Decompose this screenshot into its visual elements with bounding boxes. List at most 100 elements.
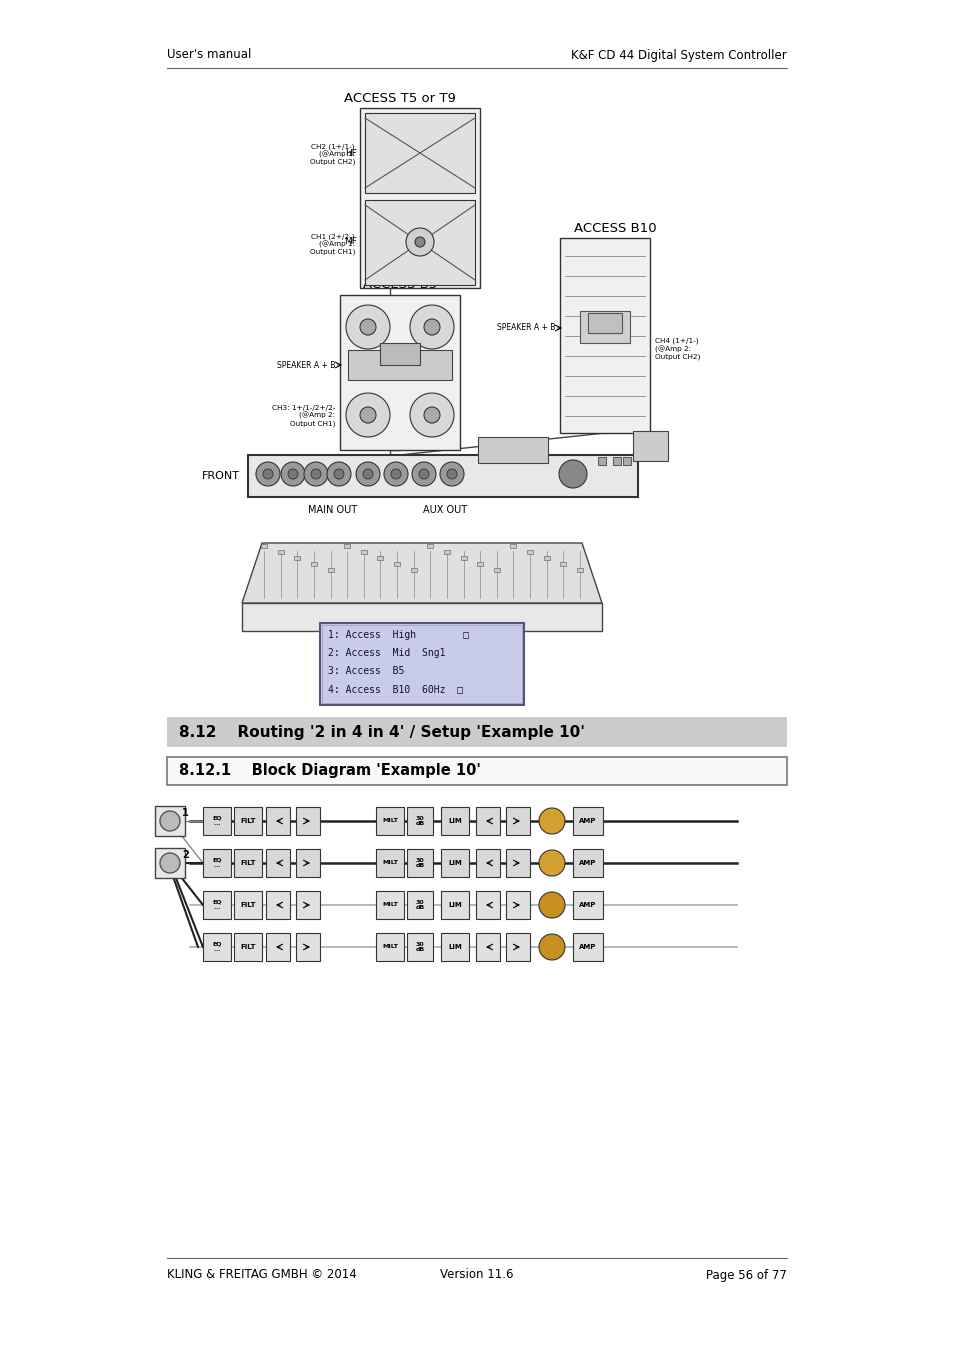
Bar [505,891,530,919]
Text: FILT: FILT [240,818,255,824]
Bar [587,313,621,333]
Bar [154,806,185,836]
Text: CH3: 1+/1-/2+/2-
(@Amp 2:
Output CH1): CH3: 1+/1-/2+/2- (@Amp 2: Output CH1) [272,405,335,427]
Bar [233,933,262,961]
Circle shape [423,406,439,423]
Text: ACCESS T5 or T9: ACCESS T5 or T9 [344,92,456,104]
Bar [360,549,366,553]
Text: 2: Access  Mid  Sng1: 2: Access Mid Sng1 [328,648,445,657]
Bar [242,603,601,630]
Text: LIM: LIM [448,818,461,824]
Bar [375,933,403,961]
Text: 3: Access  B5: 3: Access B5 [328,666,404,676]
Bar [579,310,629,343]
Text: 8.12.1    Block Diagram 'Example 10': 8.12.1 Block Diagram 'Example 10' [179,764,480,779]
Text: CH2 (1+/1-)
(@Amp 1:
Output CH2): CH2 (1+/1-) (@Amp 1: Output CH2) [310,143,355,166]
Text: EQ
…: EQ … [212,815,221,826]
Text: 4: Access  B10  60Hz  □: 4: Access B10 60Hz □ [328,684,462,694]
Bar [322,625,521,703]
Text: CH1 (2+/2-)
(@Amp 1:
Output CH1): CH1 (2+/2-) (@Amp 1: Output CH1) [310,234,355,255]
Circle shape [412,462,436,486]
Bar [440,849,469,878]
Text: SPEAKER A + B: SPEAKER A + B [497,324,555,332]
Bar [440,891,469,919]
Text: 1: 1 [182,809,189,818]
Circle shape [415,238,424,247]
Bar [505,807,530,836]
Circle shape [346,305,390,350]
Circle shape [263,468,273,479]
Bar [379,343,419,364]
Bar [577,568,582,572]
Circle shape [558,460,586,487]
Bar [248,455,638,497]
Text: 30
dB: 30 dB [415,857,424,868]
Bar [440,933,469,961]
Text: LIM: LIM [448,944,461,950]
Bar [233,807,262,836]
Polygon shape [242,543,601,603]
Bar [233,891,262,919]
Bar [295,933,319,961]
Text: AMP: AMP [578,818,596,824]
Text: HF: HF [345,148,356,158]
Bar [573,933,602,961]
Bar [375,891,403,919]
Bar [476,891,499,919]
Bar [266,933,290,961]
Bar [377,556,383,560]
Bar [527,549,533,553]
Bar [443,549,450,553]
Bar [266,807,290,836]
Bar [476,562,483,566]
Bar [613,458,620,464]
Text: 2: 2 [182,850,189,860]
Bar [295,807,319,836]
Circle shape [410,305,454,350]
Bar [633,431,667,460]
Bar [410,568,416,572]
Text: ACCESS B10: ACCESS B10 [573,221,656,235]
Bar [460,556,466,560]
Circle shape [391,468,400,479]
Circle shape [538,850,564,876]
Bar [203,849,231,878]
Circle shape [327,462,351,486]
Bar [167,717,786,747]
Text: MILT: MILT [381,818,397,824]
Circle shape [363,468,373,479]
Text: FILT: FILT [240,944,255,950]
Text: LIM: LIM [448,860,461,865]
Bar [407,933,433,961]
Text: EQ
…: EQ … [212,941,221,952]
Text: FILT: FILT [240,902,255,909]
Text: ACCESS B5: ACCESS B5 [362,278,436,292]
Text: AUX OUT: AUX OUT [422,505,467,514]
Bar [407,891,433,919]
Circle shape [281,462,305,486]
Bar [375,807,403,836]
Circle shape [334,468,344,479]
Bar [476,849,499,878]
Bar [407,849,433,878]
Circle shape [359,406,375,423]
Bar [365,113,475,193]
Text: K&F CD 44 Digital System Controller: K&F CD 44 Digital System Controller [571,49,786,62]
Bar [203,933,231,961]
Circle shape [160,811,180,832]
Bar [261,544,267,548]
Text: EQ
…: EQ … [212,857,221,868]
Bar [359,108,479,288]
Text: MILT: MILT [381,860,397,865]
Text: MILT: MILT [381,903,397,907]
Text: Version 11.6: Version 11.6 [439,1269,514,1281]
Text: 30
dB: 30 dB [415,941,424,952]
Bar [295,891,319,919]
Bar [319,622,523,705]
Bar [203,891,231,919]
Text: FRONT: FRONT [202,471,240,481]
Circle shape [288,468,297,479]
Text: MAIN OUT: MAIN OUT [308,505,357,514]
Text: MILT: MILT [381,945,397,949]
Bar [266,849,290,878]
